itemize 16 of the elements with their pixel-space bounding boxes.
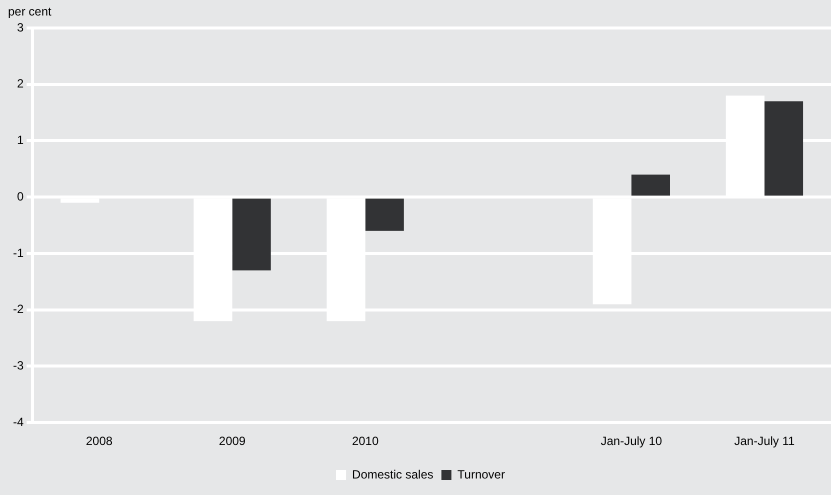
y-tick-label: -2 — [13, 302, 24, 316]
y-tick-label: 2 — [16, 76, 24, 91]
legend-label: Domestic sales — [352, 467, 434, 482]
y-tick-label: -1 — [13, 246, 24, 260]
y-tick-label: -3 — [13, 358, 24, 373]
x-tick-label: 2010 — [352, 434, 379, 448]
x-tick-label: 2009 — [218, 434, 246, 448]
x-tick-label: Jan-July 11 — [734, 434, 796, 448]
legend-label: Turnover — [457, 467, 505, 482]
y-tick-label: 3 — [16, 20, 24, 34]
x-tick-label: 2008 — [86, 434, 113, 448]
y-tick-label: -4 — [13, 414, 24, 429]
y-tick-label: 1 — [16, 133, 24, 148]
y-tick-label: 0 — [16, 189, 24, 204]
x-tick-label: Jan-July 10 — [600, 434, 662, 448]
y-axis-title: per cent — [8, 4, 52, 18]
